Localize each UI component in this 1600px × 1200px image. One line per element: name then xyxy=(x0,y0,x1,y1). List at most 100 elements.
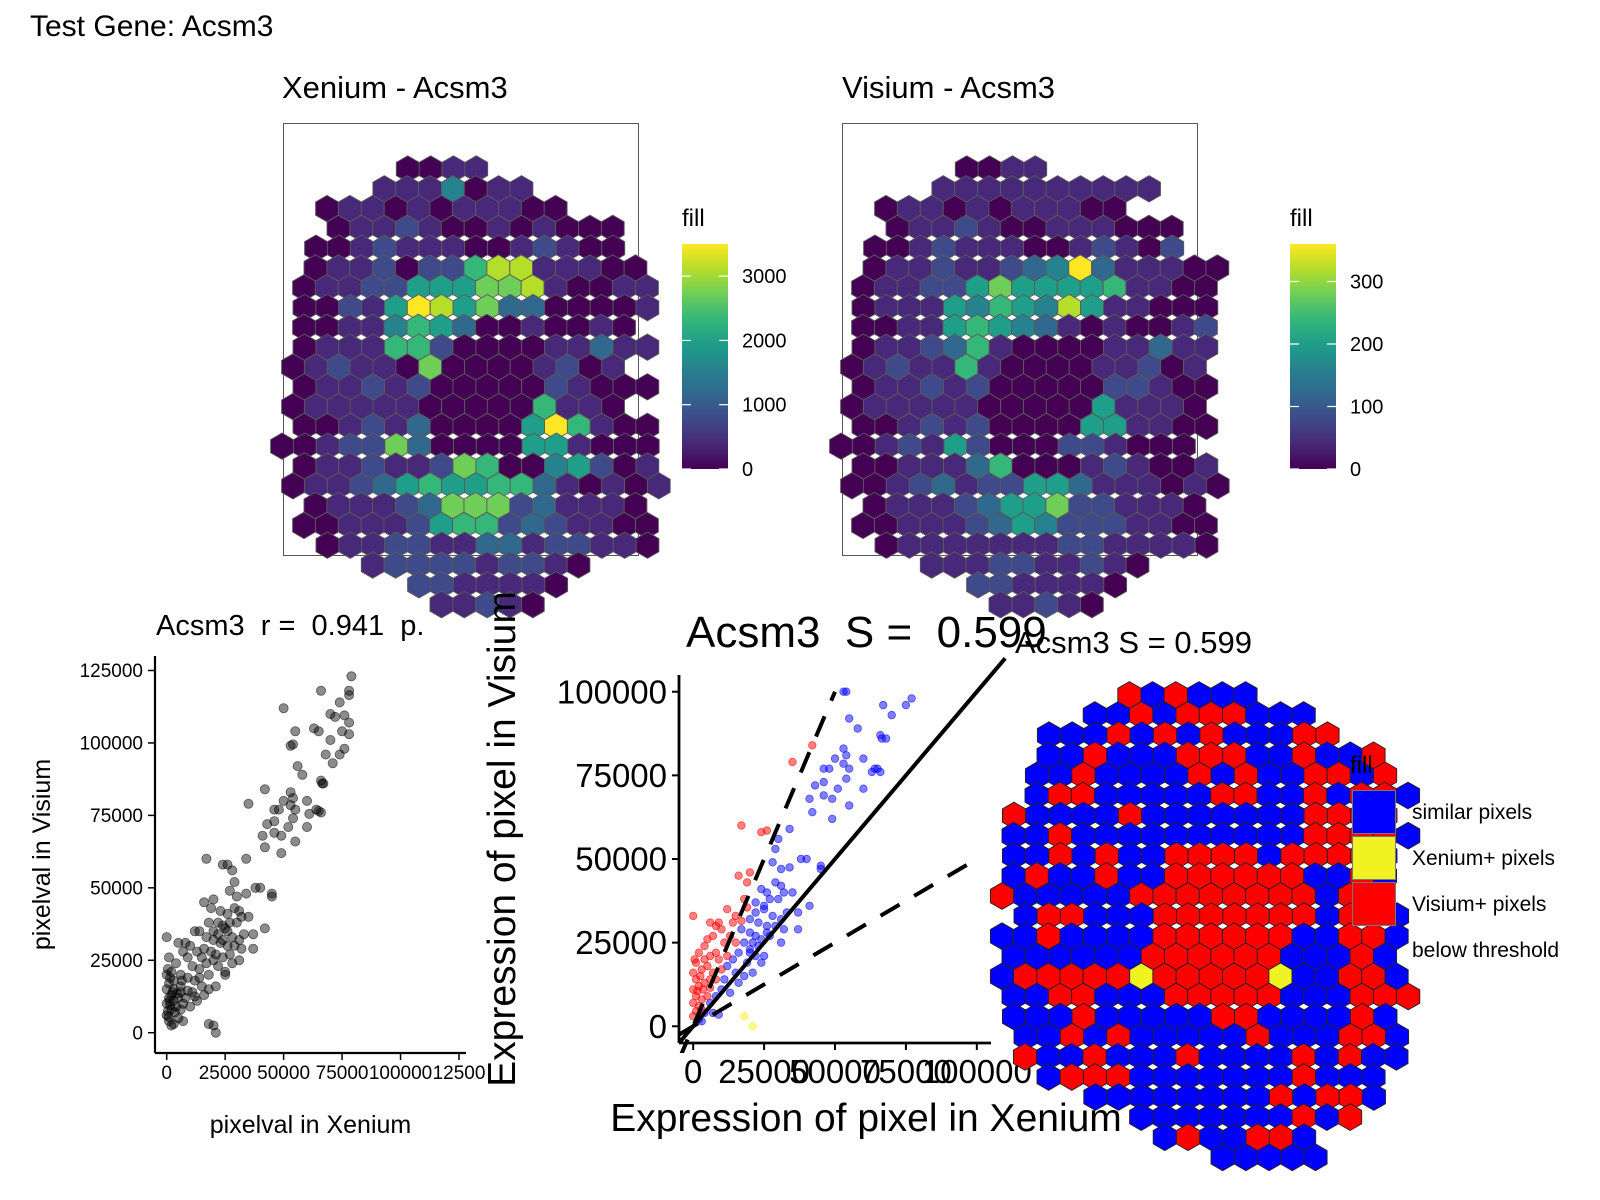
legend-label: similar pixels xyxy=(1412,801,1533,824)
x-tick-label: 12500 xyxy=(433,1063,486,1084)
scatter-point xyxy=(839,759,848,768)
scatter-point xyxy=(745,915,755,924)
scatter-point xyxy=(208,894,219,905)
scatter-point xyxy=(876,767,885,777)
scatter-point xyxy=(346,671,357,682)
scatter-point xyxy=(859,784,868,793)
scatter-point xyxy=(845,764,854,773)
scatter-point xyxy=(845,714,854,723)
hex-cell xyxy=(635,333,660,361)
scatter-point xyxy=(187,961,198,972)
scatter-point xyxy=(266,891,277,902)
scatter-point xyxy=(178,998,189,1009)
hex-cell xyxy=(1384,1022,1410,1051)
scatter-point xyxy=(734,871,743,880)
x-tick-label: 25000 xyxy=(718,1053,810,1090)
scatter-point xyxy=(257,830,268,841)
scatter-point xyxy=(887,710,896,720)
scatter-point xyxy=(703,935,712,944)
hex-cell xyxy=(1160,234,1185,262)
scatter-point xyxy=(748,968,757,977)
scatter-point xyxy=(737,925,746,934)
scatter-point xyxy=(703,992,712,1001)
scatter-point xyxy=(236,943,247,954)
legend-item: Xenium+ pixels xyxy=(1352,836,1592,882)
x-tick-label: 50000 xyxy=(257,1063,310,1084)
scatter-point xyxy=(859,754,868,763)
legend-swatch xyxy=(1352,836,1396,880)
scatter-point xyxy=(737,916,746,926)
y-tick-label: 50000 xyxy=(90,878,143,899)
scatter-point xyxy=(201,853,212,864)
visium-map-panel xyxy=(829,123,1230,619)
hex-cell xyxy=(1125,551,1150,579)
hex-cell xyxy=(1194,313,1218,342)
hex-cell xyxy=(635,412,660,441)
scatter-point xyxy=(754,918,763,927)
scatter-point xyxy=(700,955,709,964)
scatter-point xyxy=(266,888,277,899)
scatter-point xyxy=(768,858,777,867)
scatter-point xyxy=(290,804,301,815)
scatter-point xyxy=(178,946,189,957)
scatter-point xyxy=(825,764,834,773)
scatter-point xyxy=(227,865,238,876)
hex-cell xyxy=(1194,412,1219,441)
scatter-point xyxy=(788,888,797,897)
scatter-point xyxy=(175,987,186,998)
colorbar-tick-label: 1000 xyxy=(742,395,787,417)
hex-cell xyxy=(1080,590,1104,619)
scatter-point xyxy=(740,971,749,981)
legend-swatch xyxy=(1352,790,1396,834)
scatter-point xyxy=(690,955,699,964)
scatter-point xyxy=(748,1022,757,1031)
x-tick-label: 0 xyxy=(161,1063,172,1084)
scatter-point xyxy=(199,897,210,908)
scatter-point xyxy=(208,926,219,937)
y-tick-label: 100000 xyxy=(80,734,143,755)
x-axis-label: pixelval in Xenium xyxy=(210,1111,412,1139)
hex-cell xyxy=(1291,701,1316,730)
hex-cell xyxy=(1023,155,1048,183)
scatter-point xyxy=(285,787,296,798)
scatter-point xyxy=(248,929,259,940)
hex-cell xyxy=(919,551,944,579)
hex-cell xyxy=(601,234,626,262)
scatter-point xyxy=(774,894,783,904)
scatter-point xyxy=(725,988,735,997)
hex-cell xyxy=(315,531,340,559)
scatter-point xyxy=(206,903,217,914)
scatter-point xyxy=(722,905,732,914)
scatter-point xyxy=(694,948,704,957)
visium-colorbar: 0 100 200 300 xyxy=(1290,244,1383,481)
scatter-point xyxy=(698,985,708,994)
hex-cell xyxy=(1148,531,1173,559)
scatter-point xyxy=(759,905,769,914)
scatter-point xyxy=(238,929,249,940)
y-tick-label: 100000 xyxy=(557,673,667,710)
scatter-point xyxy=(248,943,259,954)
scatter-point xyxy=(793,925,803,934)
y-axis-label: Expression of pixel in Visium xyxy=(481,591,524,1087)
hex-cell xyxy=(464,155,489,183)
scatter-point xyxy=(224,885,235,896)
scatter-point xyxy=(185,940,196,951)
y-tick-label: 25000 xyxy=(575,924,667,961)
xenium-hex-map xyxy=(270,155,671,619)
scatter-point xyxy=(830,754,840,763)
scatter-point xyxy=(740,938,749,947)
hex-cell xyxy=(383,551,408,579)
scatter-point xyxy=(203,1018,214,1029)
colorbar-tick-label: 0 xyxy=(742,459,753,481)
y-tick-label: 50000 xyxy=(575,841,667,878)
scatter-point xyxy=(751,898,760,907)
reference-line-identity xyxy=(677,656,1007,1045)
scatter-point xyxy=(853,724,862,733)
scatter-point xyxy=(845,801,854,810)
scatter-point xyxy=(276,848,287,859)
scatter-point xyxy=(842,774,851,783)
hex-cell xyxy=(612,531,637,559)
scatter-point xyxy=(771,844,780,854)
scatter-point xyxy=(828,814,837,824)
